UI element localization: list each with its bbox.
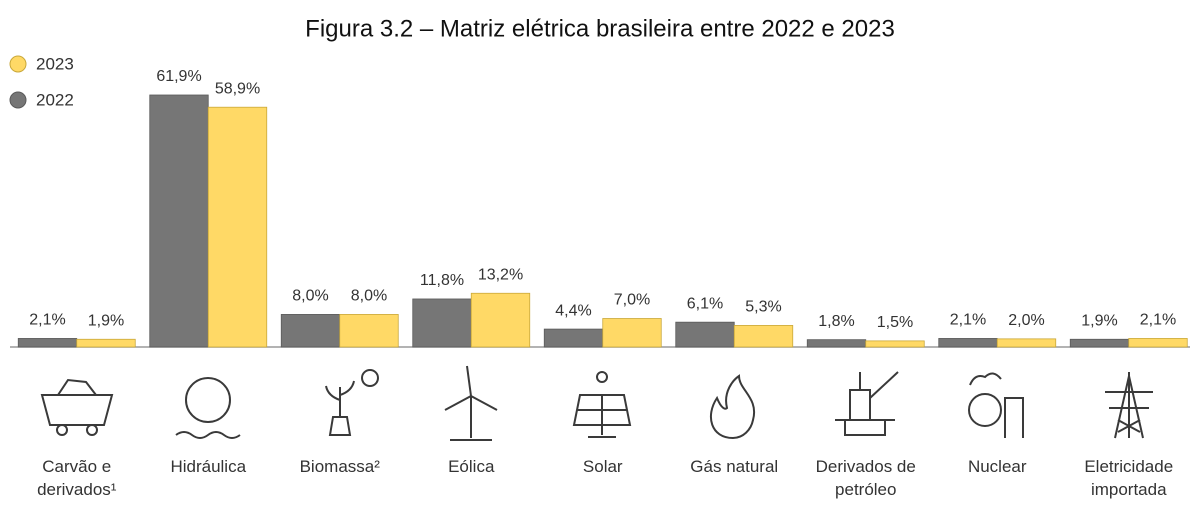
legend-label: 2023 <box>36 54 74 73</box>
bar <box>207 106 268 348</box>
value-label: 4,4% <box>555 302 591 319</box>
legend-swatch <box>9 55 27 73</box>
icons <box>40 365 1153 441</box>
value-label: 1,5% <box>877 314 913 331</box>
bar <box>733 325 794 348</box>
icon-nuclear-tower <box>969 372 1024 438</box>
value-label: 2,1% <box>1140 312 1176 329</box>
bar <box>1069 338 1130 348</box>
category-label: Nuclear <box>967 457 1027 476</box>
bar <box>996 338 1057 348</box>
category-label: Gás natural <box>690 457 779 476</box>
bar <box>280 314 341 348</box>
bar <box>149 94 209 348</box>
bar <box>806 339 867 348</box>
value-label: 1,8% <box>818 313 854 330</box>
value-label: 1,9% <box>1081 312 1117 329</box>
bar <box>865 340 925 348</box>
bar <box>412 298 472 348</box>
icon-nuclear <box>968 393 1002 427</box>
value-label: 2,0% <box>1008 312 1044 329</box>
value-label: 5,3% <box>745 299 781 316</box>
icon-solar-sun <box>596 371 608 383</box>
value-label: 1,9% <box>88 312 124 329</box>
icon-biomass-sun <box>361 369 379 387</box>
value-label: 11,8% <box>420 272 464 289</box>
category-label: Hidráulica <box>170 457 247 476</box>
icon-biomass <box>325 380 355 436</box>
value-label: 8,0% <box>292 288 328 305</box>
icon-hydro-wave <box>175 431 241 439</box>
icon-coal-wheel <box>56 424 68 436</box>
chart-title: Figura 3.2 – Matriz elétrica brasileira … <box>305 15 895 42</box>
icon-hydro <box>185 377 231 423</box>
category-label: Derivados de petróleo <box>815 457 916 499</box>
legend-label: 2022 <box>36 90 74 109</box>
bar <box>470 292 531 348</box>
icon-coal-wheel <box>86 424 98 436</box>
icon-solar <box>572 394 632 438</box>
bar <box>675 321 735 348</box>
category-label: Eólica <box>448 457 495 476</box>
value-label: 6,1% <box>687 295 723 312</box>
bar <box>543 328 604 348</box>
icon-wind <box>444 365 498 441</box>
value-label: 8,0% <box>351 288 387 305</box>
value-label: 58,9% <box>215 80 260 97</box>
icon-oil <box>835 371 899 436</box>
bar <box>938 338 998 348</box>
icon-transmission <box>1105 372 1153 439</box>
bar <box>602 318 662 348</box>
category-label: Biomassa² <box>299 457 380 476</box>
icon-gas <box>709 374 756 440</box>
value-label: 61,9% <box>156 68 201 85</box>
bar <box>339 314 399 348</box>
bar <box>76 338 136 348</box>
value-label: 2,1% <box>29 312 65 329</box>
bar <box>17 338 78 348</box>
value-label: 7,0% <box>614 292 650 309</box>
bar <box>1128 338 1188 348</box>
category-label: Eletricidade importada <box>1084 457 1174 499</box>
category-label: Solar <box>582 457 623 476</box>
legend-swatch <box>9 91 27 109</box>
category-label: Carvão e derivados¹ <box>37 457 117 499</box>
value-label: 2,1% <box>950 312 986 329</box>
icon-coal <box>40 378 114 426</box>
value-label: 13,2% <box>478 266 523 283</box>
